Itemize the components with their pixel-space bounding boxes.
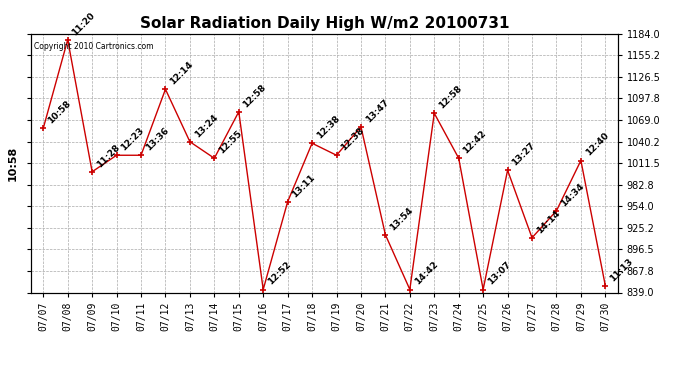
Text: 12:52: 12:52 xyxy=(266,260,293,287)
Text: 11:20: 11:20 xyxy=(70,10,97,37)
Text: 13:11: 13:11 xyxy=(290,172,317,199)
Text: 13:24: 13:24 xyxy=(193,112,219,139)
Text: 12:42: 12:42 xyxy=(462,129,489,156)
Text: 13:36: 13:36 xyxy=(144,126,170,153)
Text: 12:23: 12:23 xyxy=(119,126,146,153)
Text: 12:58: 12:58 xyxy=(241,82,268,109)
Text: 13:07: 13:07 xyxy=(486,260,513,287)
Text: 14:34: 14:34 xyxy=(559,181,586,208)
Text: 12:55: 12:55 xyxy=(217,129,244,156)
Text: 13:54: 13:54 xyxy=(388,205,415,232)
Text: Copyright 2010 Cartronics.com: Copyright 2010 Cartronics.com xyxy=(34,42,153,51)
Text: 11:13: 11:13 xyxy=(608,256,635,283)
Text: 12:40: 12:40 xyxy=(584,131,610,158)
Text: 10:58: 10:58 xyxy=(46,99,72,126)
Text: 12:38: 12:38 xyxy=(315,114,342,141)
Text: 12:38: 12:38 xyxy=(339,126,366,153)
Y-axis label: 10:58: 10:58 xyxy=(8,146,18,181)
Text: 12:58: 12:58 xyxy=(437,84,464,111)
Text: 14:14: 14:14 xyxy=(535,208,562,235)
Text: 14:42: 14:42 xyxy=(413,260,440,287)
Text: 13:27: 13:27 xyxy=(511,141,537,168)
Title: Solar Radiation Daily High W/m2 20100731: Solar Radiation Daily High W/m2 20100731 xyxy=(139,16,509,31)
Text: 11:28: 11:28 xyxy=(95,142,121,169)
Text: 12:14: 12:14 xyxy=(168,60,195,87)
Text: 13:47: 13:47 xyxy=(364,97,391,124)
